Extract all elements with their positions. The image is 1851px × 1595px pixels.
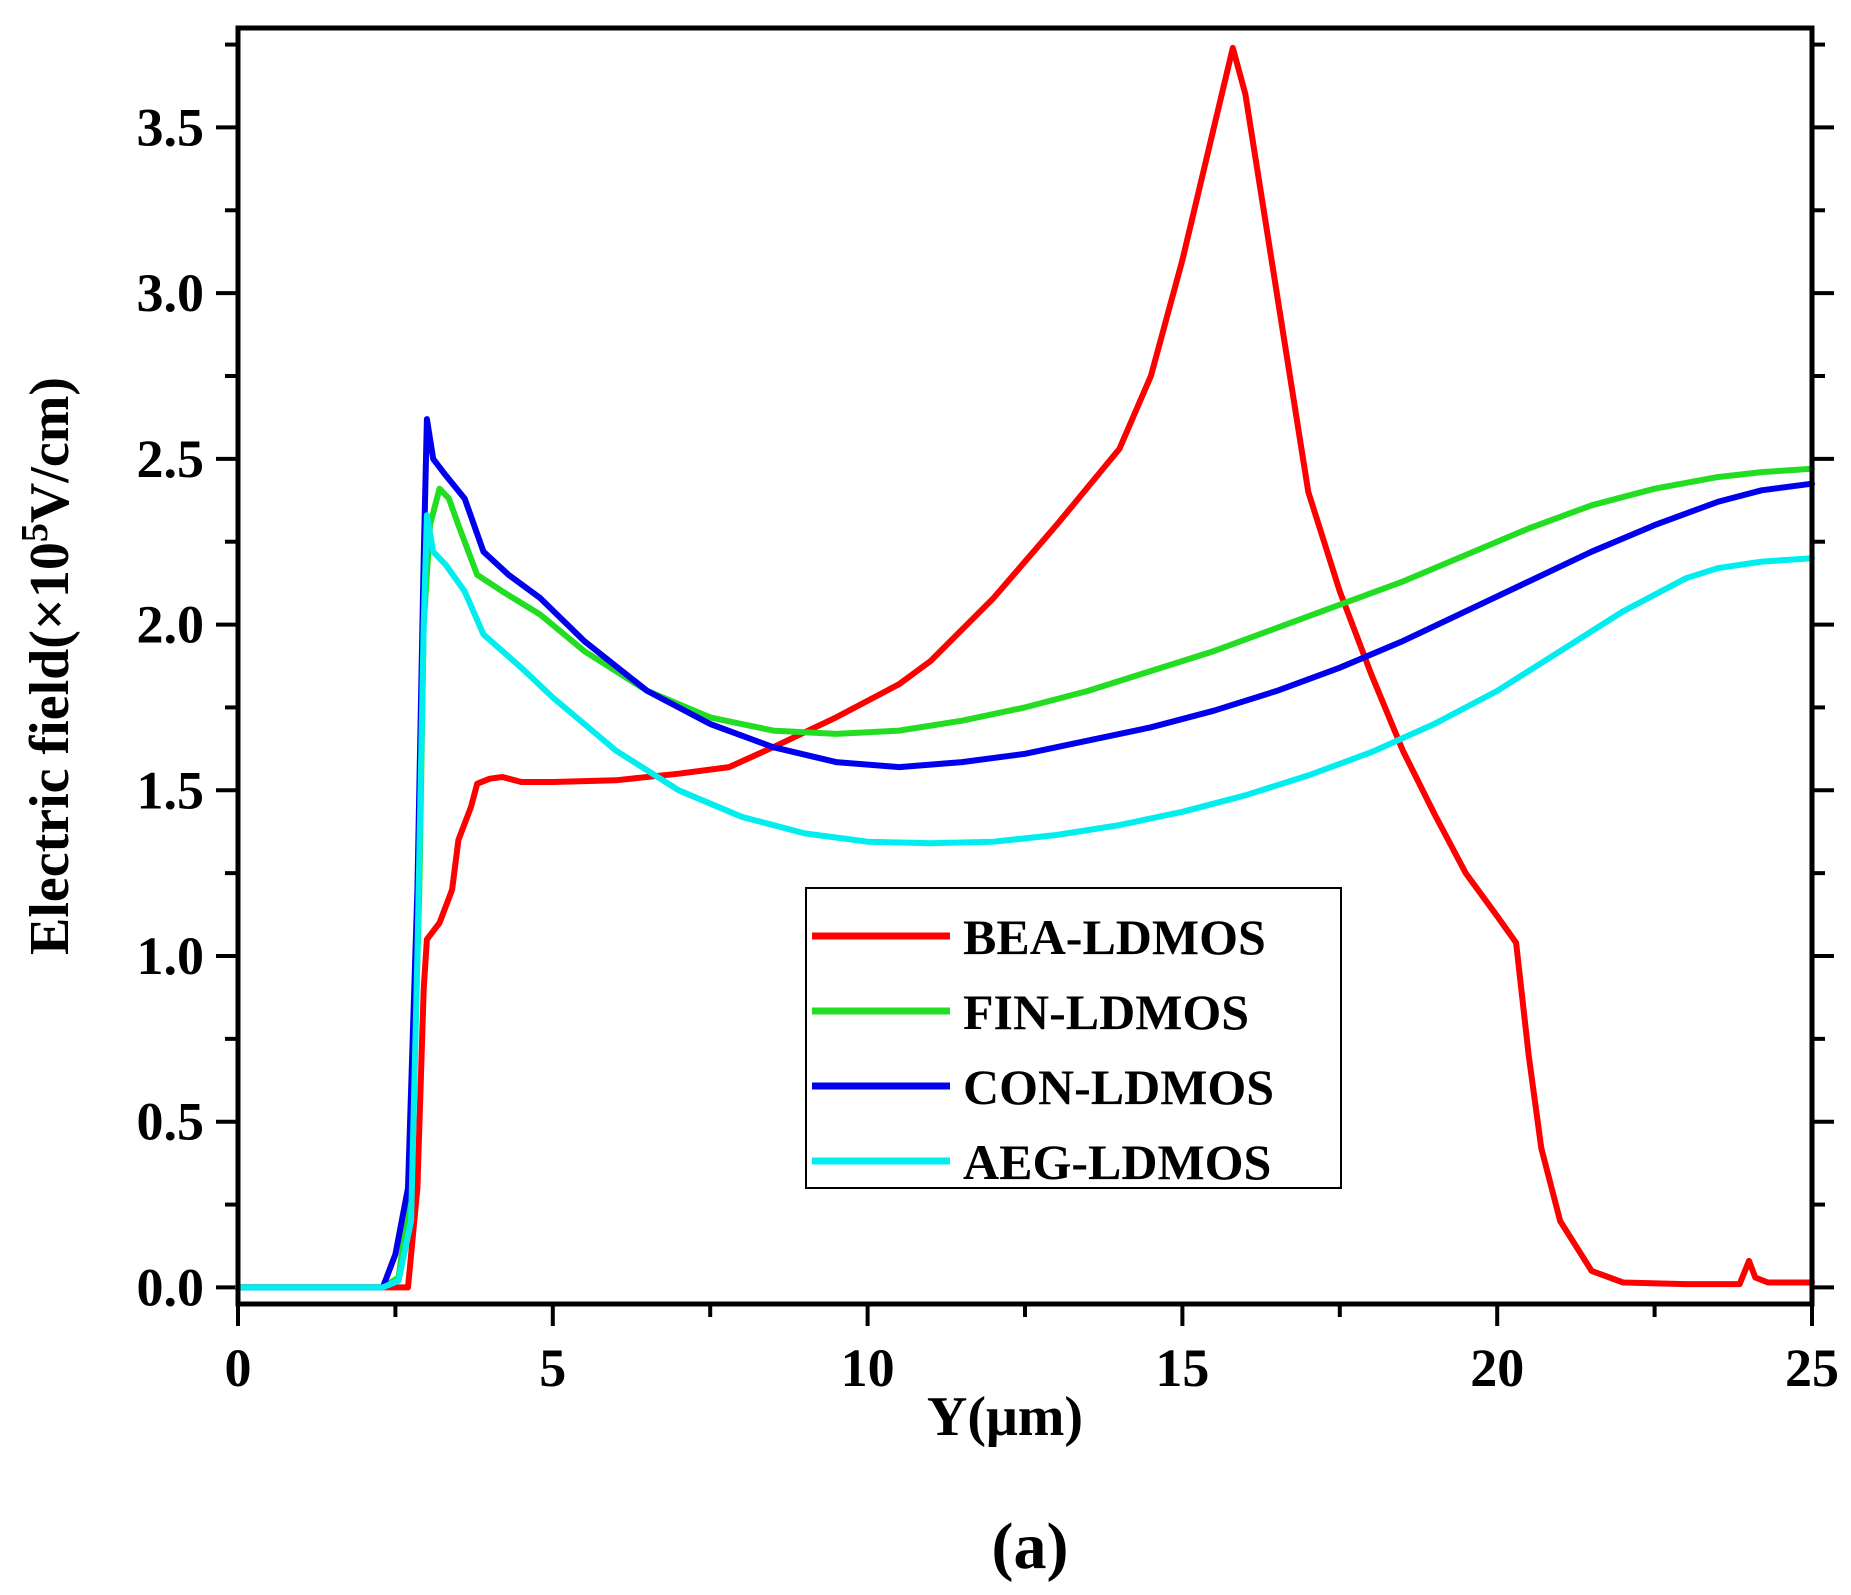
y-tick-label: 2.0 bbox=[137, 595, 205, 655]
x-tick-label: 0 bbox=[225, 1338, 252, 1398]
y-axis-label-suffix: V/cm) bbox=[19, 377, 81, 523]
y-tick-label: 3.0 bbox=[137, 263, 205, 323]
y-axis-label-sup: 5 bbox=[14, 523, 56, 542]
y-axis-label-prefix: Electric field(×10 bbox=[19, 542, 81, 955]
y-tick-label: 1.5 bbox=[137, 760, 205, 820]
y-tick-label: 0.5 bbox=[137, 1092, 205, 1152]
series-line-con-ldmos bbox=[235, 416, 1815, 1291]
x-tick-label: 5 bbox=[539, 1338, 566, 1398]
x-tick-label: 10 bbox=[841, 1338, 895, 1398]
series-line-bea-ldmos bbox=[235, 44, 1815, 1291]
figure-caption: (a) bbox=[992, 1510, 1069, 1583]
x-axis-label: Y(μm) bbox=[927, 1386, 1083, 1448]
label-layer: 0 5 10 15 20 25 0.0 0.5 1.0 1.5 2.0 2.5 3.0 3.5 Y(μm) E… bbox=[14, 97, 1839, 1583]
x-tick-label: 20 bbox=[1470, 1338, 1524, 1398]
y-tick-label: 0.0 bbox=[137, 1257, 205, 1317]
series-layer bbox=[235, 44, 1815, 1291]
plot-frame bbox=[235, 25, 1815, 1307]
legend: BEA-LDMOS FIN-LDMOS CON-LDMOS AEG-LDMOS bbox=[805, 887, 1342, 1190]
series-line-aeg-ldmos bbox=[235, 512, 1815, 1291]
x-tick-label: 25 bbox=[1785, 1338, 1839, 1398]
y-tick-label: 1.0 bbox=[137, 926, 205, 986]
legend-label-fin-ldmos: FIN-LDMOS bbox=[963, 984, 1249, 1040]
y-tick-label: 2.5 bbox=[137, 429, 205, 489]
y-tick-label: 3.5 bbox=[137, 97, 205, 157]
x-tick-label: 15 bbox=[1155, 1338, 1209, 1398]
legend-label-con-ldmos: CON-LDMOS bbox=[963, 1059, 1274, 1115]
legend-label-aeg-ldmos: AEG-LDMOS bbox=[963, 1134, 1271, 1190]
y-axis-label: Electric field(×105V/cm) bbox=[14, 377, 81, 955]
legend-label-bea-ldmos: BEA-LDMOS bbox=[963, 909, 1266, 965]
